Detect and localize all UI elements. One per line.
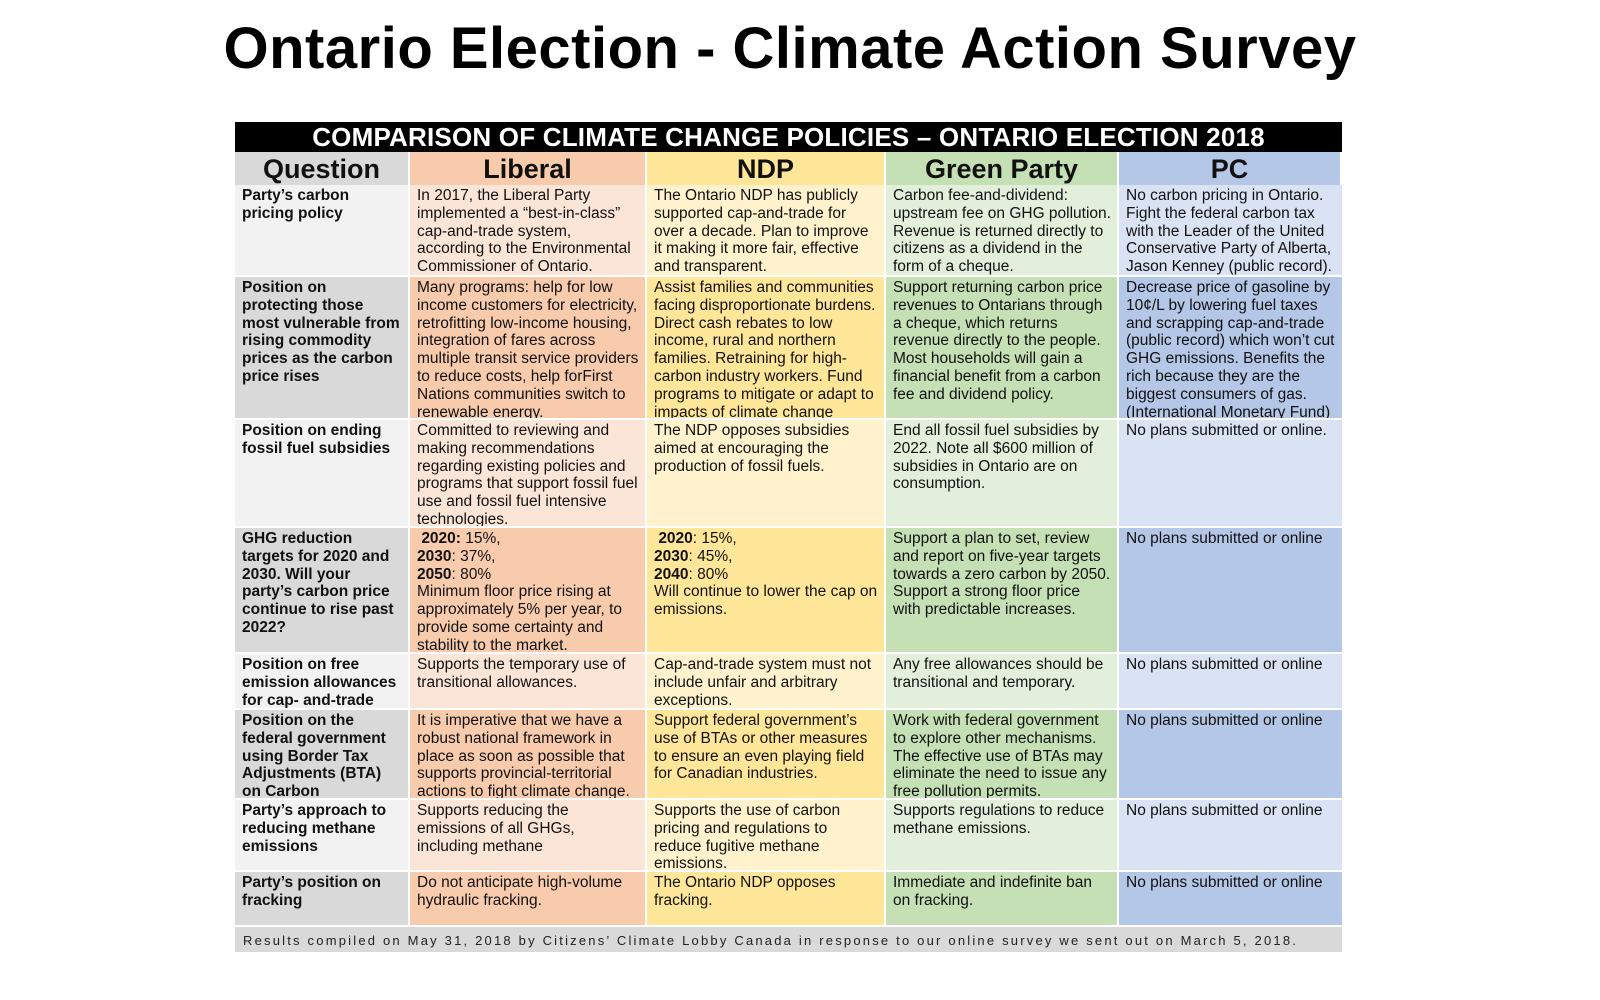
ndp-cell: Support federal government’s use of BTAs… xyxy=(647,710,886,800)
column-header-ndp: NDP xyxy=(647,152,886,185)
pc-cell: Decrease price of gasoline by 10¢/L by l… xyxy=(1119,277,1342,420)
pc-cell: No plans submitted or online xyxy=(1119,654,1342,710)
liberal-cell: 2020: 15%, 2030: 37%, 2050: 80% Minimum … xyxy=(410,528,647,654)
question-cell: Position on free emission allowances for… xyxy=(235,654,410,710)
ndp-cell: Cap-and-trade system must not include un… xyxy=(647,654,886,710)
ndp-cell: The Ontario NDP opposes fracking. xyxy=(647,872,886,927)
green-cell: End all fossil fuel subsidies by 2022. N… xyxy=(886,420,1119,528)
pc-cell: No plans submitted or online xyxy=(1119,528,1342,654)
liberal-cell: Many programs: help for low income custo… xyxy=(410,277,647,420)
pc-cell: No plans submitted or online xyxy=(1119,800,1342,872)
green-cell: Support a plan to set, review and report… xyxy=(886,528,1119,654)
liberal-cell: Supports reducing the emissions of all G… xyxy=(410,800,647,872)
liberal-cell: Supports the temporary use of transition… xyxy=(410,654,647,710)
target-line: 2030: 45%, xyxy=(654,547,733,565)
question-cell: GHG reduction targets for 2020 and 2030.… xyxy=(235,528,410,654)
column-header-liberal: Liberal xyxy=(410,152,647,185)
green-cell: Supports regulations to reduce methane e… xyxy=(886,800,1119,872)
pc-cell: No plans submitted or online xyxy=(1119,710,1342,800)
column-header-question: Question xyxy=(235,152,410,185)
green-cell: Work with federal government to explore … xyxy=(886,710,1119,800)
liberal-cell: Do not anticipate high-volume hydraulic … xyxy=(410,872,647,927)
ndp-cell: 2020: 15%, 2030: 45%, 2040: 80% Will con… xyxy=(647,528,886,654)
table-footer-note: Results compiled on May 31, 2018 by Citi… xyxy=(235,927,1342,952)
ndp-cell: Supports the use of carbon pricing and r… xyxy=(647,800,886,872)
target-line: 2030: 37%, xyxy=(417,547,496,565)
question-cell: Position on the federal government using… xyxy=(235,710,410,800)
column-header-pc: PC xyxy=(1119,152,1342,185)
question-cell: Party’s position on fracking xyxy=(235,872,410,927)
question-cell: Position on protecting those most vulner… xyxy=(235,277,410,420)
target-line: 2020: 15%, xyxy=(421,530,501,547)
ndp-cell: Assist families and communities facing d… xyxy=(647,277,886,420)
table-grid: Question Liberal NDP Green Party PC Part… xyxy=(235,152,1342,927)
target-line: 2040: 80% xyxy=(654,565,729,583)
column-header-green-party: Green Party xyxy=(886,152,1119,185)
target-line: 2050: 80% xyxy=(417,565,492,583)
question-cell: Position on ending fossil fuel subsidies xyxy=(235,420,410,528)
ndp-cell-text: Will continue to lower the cap on emissi… xyxy=(654,583,878,619)
pc-cell: No plans submitted or online. xyxy=(1119,420,1342,528)
green-cell: Support returning carbon price revenues … xyxy=(886,277,1119,420)
page-title: Ontario Election - Climate Action Survey xyxy=(223,16,1357,81)
liberal-cell: In 2017, the Liberal Party implemented a… xyxy=(410,185,647,277)
question-cell: Party’s carbon pricing policy xyxy=(235,185,410,277)
green-cell: Carbon fee-and-dividend: upstream fee on… xyxy=(886,185,1119,277)
liberal-cell: It is imperative that we have a robust n… xyxy=(410,710,647,800)
green-cell: Any free allowances should be transition… xyxy=(886,654,1119,710)
liberal-cell: Committed to reviewing and making recomm… xyxy=(410,420,647,528)
ndp-cell: The NDP opposes subsidies aimed at encou… xyxy=(647,420,886,528)
target-line: 2020: 15%, xyxy=(658,530,737,547)
table-banner: COMPARISON OF CLIMATE CHANGE POLICIES – … xyxy=(235,122,1342,152)
green-cell: Immediate and indefinite ban on fracking… xyxy=(886,872,1119,927)
policy-comparison-table: COMPARISON OF CLIMATE CHANGE POLICIES – … xyxy=(235,122,1342,952)
liberal-cell-text: Minimum floor price rising at approximat… xyxy=(417,583,623,654)
question-cell: Party’s approach to reducing methane emi… xyxy=(235,800,410,872)
ndp-cell: The Ontario NDP has publicly supported c… xyxy=(647,185,886,277)
pc-cell: No carbon pricing in Ontario. Fight the … xyxy=(1119,185,1342,277)
pc-cell: No plans submitted or online xyxy=(1119,872,1342,927)
